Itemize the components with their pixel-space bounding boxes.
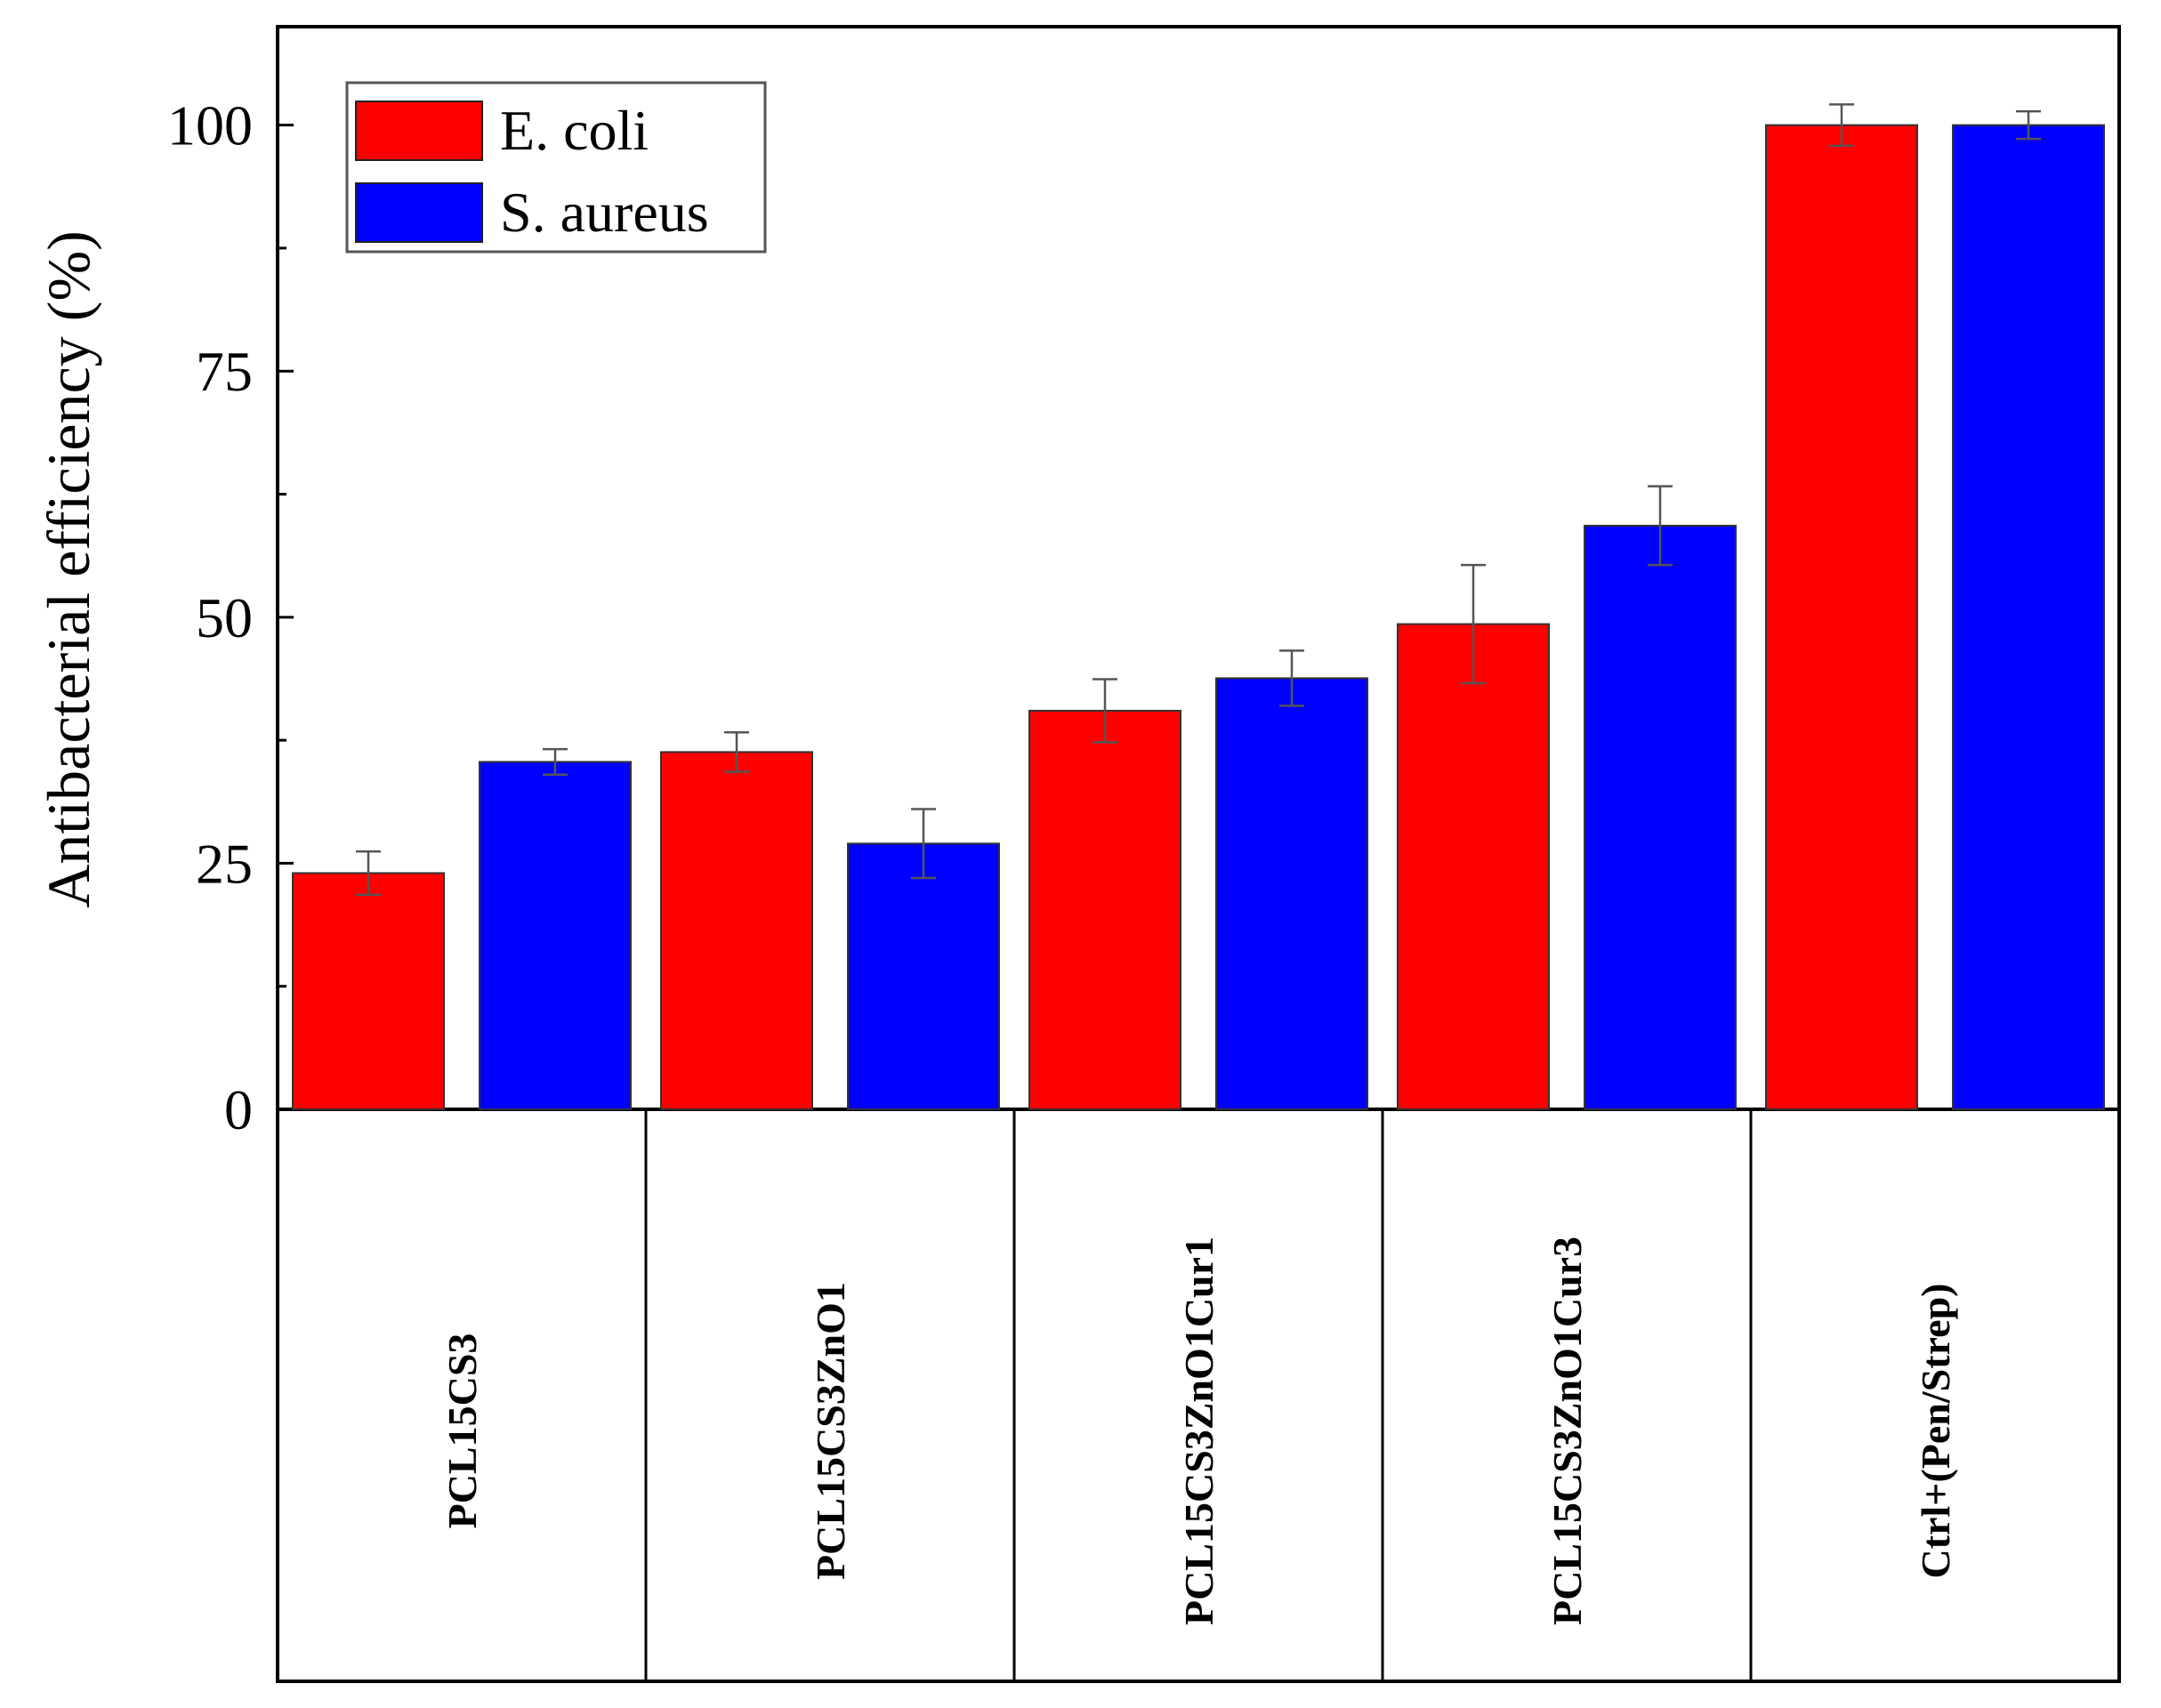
y-tick-label: 25 <box>196 832 253 895</box>
bars-group <box>292 124 2105 1111</box>
error-bars-group <box>356 103 2041 897</box>
bar-e-coli <box>1397 623 1550 1110</box>
category-label: PCL15CS3 <box>439 1333 485 1529</box>
bar-e-coli <box>1765 124 1918 1111</box>
y-tick-label: 75 <box>196 340 253 403</box>
bar-s-aureus <box>1952 124 2105 1111</box>
y-tick-label: 100 <box>167 94 253 157</box>
category-table: PCL15CS3 PCL15CS3ZnO1 PCL15CS3ZnO1Cur1 PCL1… <box>439 1109 1958 1681</box>
bar-s-aureus <box>847 842 1000 1110</box>
legend-label-e-coli: E. coli <box>500 99 649 162</box>
bar-s-aureus <box>479 761 632 1110</box>
category-label: PCL15CS3ZnO1Cur1 <box>1176 1237 1222 1625</box>
category-label: Ctrl+(Pen/Strep) <box>1913 1284 1958 1579</box>
legend-label-s-aureus: S. aureus <box>500 181 709 244</box>
bar-s-aureus <box>1215 677 1368 1110</box>
y-axis-ticks: 0 25 50 75 100 <box>167 94 294 1141</box>
bar-s-aureus <box>1584 524 1737 1110</box>
y-tick-label: 0 <box>224 1078 253 1141</box>
legend-swatch-e-coli <box>355 101 483 161</box>
bar-e-coli <box>660 751 813 1110</box>
y-tick-label: 50 <box>196 586 253 649</box>
bar-e-coli <box>292 872 445 1110</box>
legend-swatch-s-aureus <box>355 182 483 243</box>
plot-frame <box>276 25 2121 1683</box>
category-label: PCL15CS3ZnO1Cur3 <box>1544 1237 1590 1625</box>
legend: E. coli S. aureus <box>345 81 767 254</box>
bar-e-coli <box>1028 709 1181 1110</box>
category-label: PCL15CS3ZnO1 <box>808 1282 853 1580</box>
y-axis-title: Antibacterial efficiency (%) <box>35 230 102 907</box>
